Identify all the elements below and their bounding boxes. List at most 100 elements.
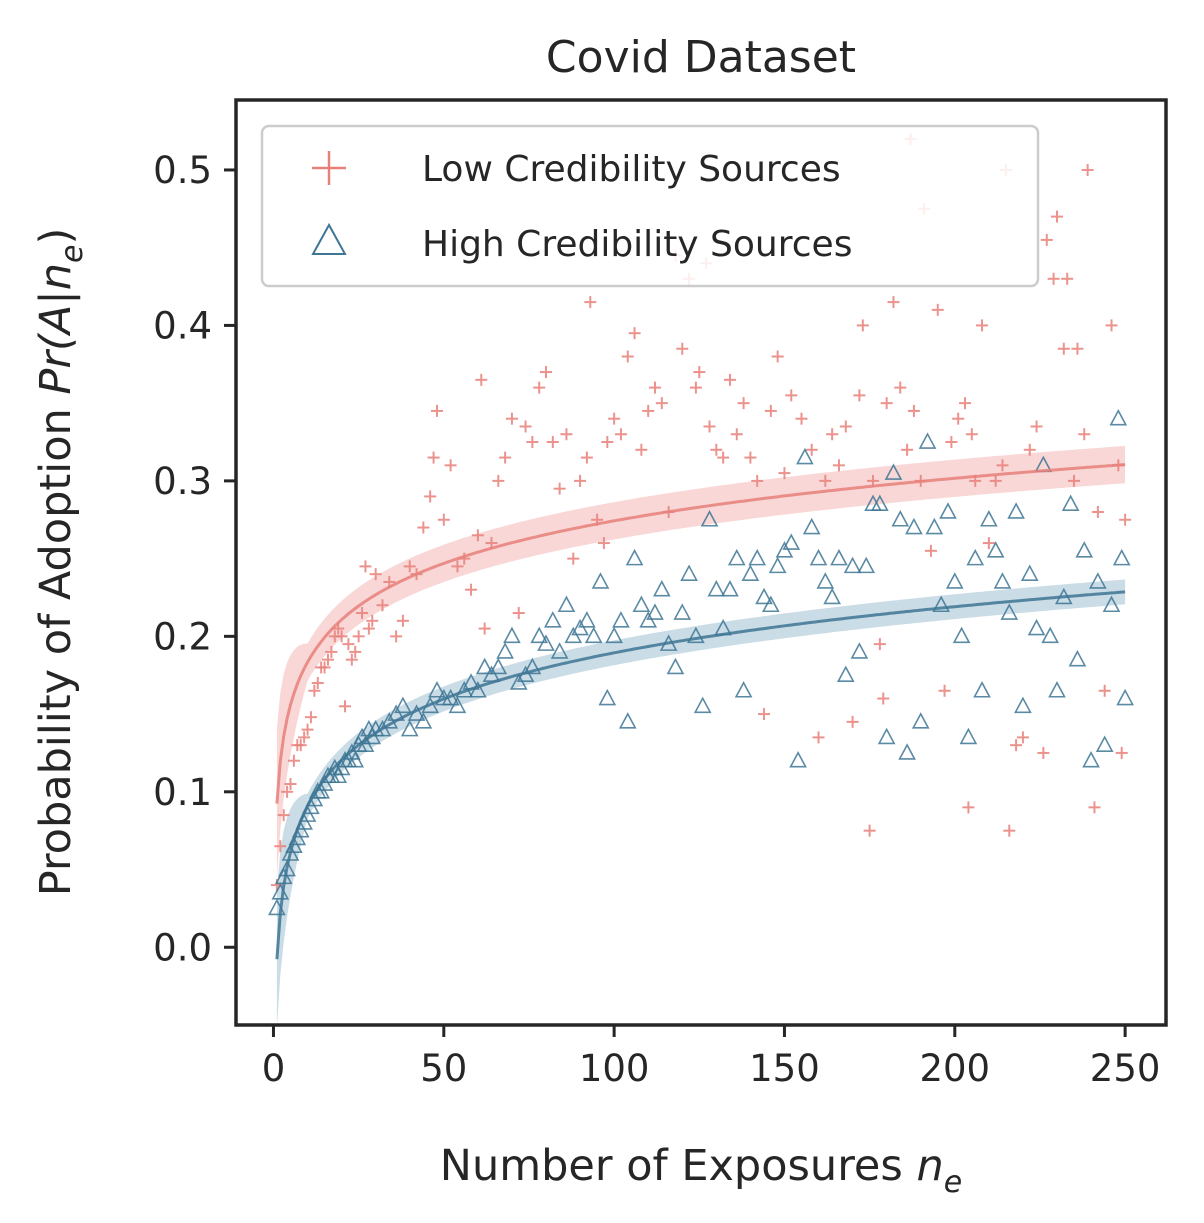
low-credibility-point [376, 599, 389, 612]
low-credibility-point [1003, 824, 1016, 837]
high-credibility-point [918, 432, 937, 449]
high-credibility-point [612, 611, 630, 628]
high-credibility-point [475, 657, 494, 675]
high-credibility-point [891, 510, 910, 527]
low-credibility-point [737, 397, 750, 410]
low-credibility-point [1016, 731, 1029, 744]
low-credibility-point [301, 723, 314, 736]
y-tick-label: 0.0 [153, 926, 212, 969]
low-credibility-point [396, 614, 409, 627]
low-credibility-point [614, 428, 627, 441]
y-axis-label: Probability of Adoption Pr(A|ne) [31, 228, 90, 896]
low-credibility-point [959, 397, 972, 410]
low-credibility-point [540, 366, 552, 379]
low-credibility-point [1115, 746, 1128, 759]
low-credibility-point [1047, 272, 1060, 285]
low-credibility-point [352, 630, 365, 643]
low-credibility-point [505, 412, 518, 425]
low-credibility-point [546, 436, 559, 449]
high-credibility-point [1000, 603, 1019, 620]
high-credibility-point [578, 611, 596, 628]
legend: Low Credibility Sources High Credibility… [260, 124, 1040, 288]
high-credibility-point [652, 580, 671, 597]
high-credibility-point [496, 642, 514, 659]
high-credibility-point [871, 494, 889, 512]
high-credibility-point [1020, 564, 1039, 581]
low-credibility-point [277, 809, 290, 822]
low-credibility-point [819, 474, 832, 487]
high-credibility-point [625, 548, 644, 566]
low-credibility-point [1071, 342, 1084, 355]
low-credibility-point [931, 303, 944, 316]
high-credibility-point [721, 580, 739, 597]
high-credibility-point [973, 681, 991, 698]
low-credibility-point [689, 381, 702, 394]
low-credibility-point [281, 785, 294, 798]
high-credibility-point [489, 657, 508, 675]
high-credibility-point [945, 572, 964, 589]
low-credibility-point [924, 544, 937, 557]
low-credibility-point [1037, 746, 1050, 759]
high-credibility-point [959, 727, 978, 745]
high-credibility-point [796, 447, 814, 465]
high-credibility-point [1014, 696, 1032, 714]
low-credibility-point [853, 389, 866, 402]
high-credibility-point [414, 712, 433, 729]
high-credibility-point [1102, 595, 1121, 613]
low-credibility-point [887, 296, 900, 309]
high-credibility-point [632, 595, 651, 613]
low-credibility-point [945, 436, 958, 449]
x-tick-label: 100 [579, 1047, 650, 1090]
high-credibility-point [543, 611, 562, 628]
low-credibility-point [533, 381, 546, 394]
chart-title: Covid Dataset [546, 32, 856, 83]
low-credibility-point [846, 715, 859, 728]
high-credibility-point [761, 595, 780, 613]
low-credibility-point [526, 436, 539, 449]
low-credibility-point [287, 754, 300, 767]
high-credibility-point [850, 642, 869, 659]
high-credibility-point [557, 595, 576, 613]
high-credibility-point [1109, 409, 1128, 426]
high-credibility-point [707, 580, 726, 597]
high-credibility-point [1027, 618, 1046, 636]
low-credibility-point [318, 661, 331, 674]
high-credibility-point [741, 564, 760, 581]
high-credibility-point [823, 587, 841, 605]
high-credibility-point [469, 681, 487, 698]
fit-line-high [275, 590, 1126, 960]
y-tick-label: 0.3 [153, 460, 212, 503]
low-credibility-point [976, 319, 989, 332]
low-credibility-point [359, 560, 372, 573]
low-credibility-point [832, 459, 845, 472]
high-credibility-point [673, 603, 692, 620]
low-credibility-point [451, 560, 464, 573]
high-credibility-point [966, 548, 985, 566]
high-credibility-point [700, 510, 719, 527]
low-credibility-point [1040, 233, 1053, 246]
low-credibility-point [730, 428, 743, 441]
low-credibility-point [475, 373, 488, 386]
y-tick-label: 0.1 [153, 771, 212, 814]
low-credibility-point [1061, 272, 1074, 285]
low-credibility-point [284, 778, 297, 791]
high-credibility-point [1048, 681, 1066, 698]
high-credibility-point [877, 727, 896, 745]
high-credibility-point [802, 517, 821, 535]
low-credibility-point [325, 645, 338, 658]
high-credibility-point [809, 548, 828, 566]
high-credibility-point [530, 626, 549, 644]
low-credibility-point [356, 607, 369, 620]
x-tick-label: 250 [1090, 1047, 1161, 1090]
low-credibility-point [345, 653, 358, 666]
x-axis: 0 50 100 150 200 250 [262, 1025, 1161, 1090]
high-credibility-point [986, 541, 1005, 558]
low-credibility-point [1088, 801, 1101, 814]
low-credibility-point [703, 420, 716, 433]
high-credibility-point [980, 510, 998, 527]
high-credibility-point [939, 502, 957, 519]
low-credibility-point [339, 700, 352, 713]
high-credibility-point [666, 657, 685, 675]
low-credibility-point [1050, 210, 1063, 223]
